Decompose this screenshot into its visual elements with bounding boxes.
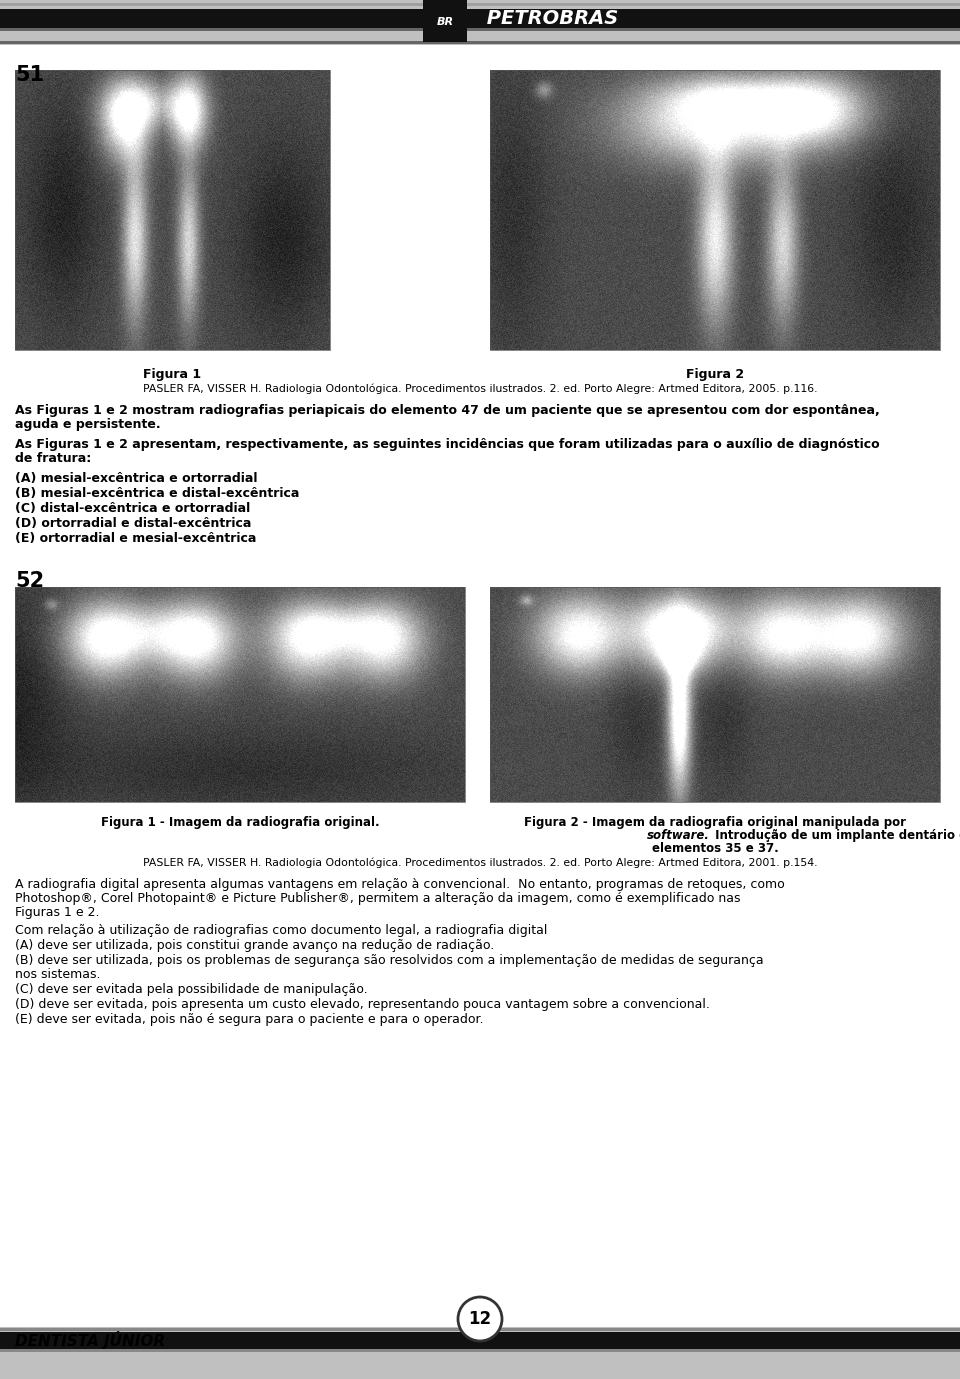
Bar [0,0,960,46]
Text: Figura 2 - Imagem da radiografia original manipulada por: Figura 2 - Imagem da radiografia origina… [524,816,906,829]
Text: PETROBRAS: PETROBRAS [480,8,618,28]
Text: Introdução de um implante dentário entre os: Introdução de um implante dentário entre… [711,829,960,843]
Text: (B) mesial-excêntrica e distal-excêntrica: (B) mesial-excêntrica e distal-excêntric… [15,487,300,501]
Text: A radiografia digital apresenta algumas vantagens em relação à convencional.  No: A radiografia digital apresenta algumas … [15,878,784,891]
Text: 51: 51 [15,65,44,85]
Text: de fratura:: de fratura: [15,452,91,465]
Text: (B) deve ser utilizada, pois os problemas de segurança são resolvidos com a impl: (B) deve ser utilizada, pois os problema… [15,954,763,967]
Text: DENTISTA JÚNIOR: DENTISTA JÚNIOR [15,1331,165,1349]
Bar [0,3,960,6]
Text: 12: 12 [468,1310,492,1328]
Text: software.: software. [647,829,710,843]
Text: BR: BR [437,17,453,28]
Bar [0,28,960,30]
Text: aguda e persistente.: aguda e persistente. [15,418,160,432]
Text: elementos 35 e 37.: elementos 35 e 37. [652,843,779,855]
Text: nos sistemas.: nos sistemas. [15,968,101,980]
Bar [490,587,940,803]
Text: (C) deve ser evitada pela possibilidade de manipulação.: (C) deve ser evitada pela possibilidade … [15,983,368,996]
Text: Com relação à utilização de radiografias como documento legal, a radiografia dig: Com relação à utilização de radiografias… [15,924,547,936]
Text: (A) deve ser utilizada, pois constitui grande avanço na redução de radiação.: (A) deve ser utilizada, pois constitui g… [15,939,494,952]
Text: PASLER FA, VISSER H. Radiologia Odontológica. Procedimentos ilustrados. 2. ed. P: PASLER FA, VISSER H. Radiologia Odontoló… [143,858,817,869]
Bar [0,1349,960,1351]
Text: Figura 1 - Imagem da radiografia original.: Figura 1 - Imagem da radiografia origina… [101,816,379,829]
Bar [15,587,465,803]
Text: (C) distal-excêntrica e ortorradial: (C) distal-excêntrica e ortorradial [15,502,251,514]
Bar [0,1327,960,1379]
Text: (D) deve ser evitada, pois apresenta um custo elevado, representando pouca vanta: (D) deve ser evitada, pois apresenta um … [15,998,709,1011]
Bar [15,70,330,350]
Bar [490,70,940,350]
Text: Figura 2: Figura 2 [686,368,744,381]
Bar [0,1332,960,1349]
Bar [423,0,467,41]
Text: As Figuras 1 e 2 apresentam, respectivamente, as seguintes incidências que foram: As Figuras 1 e 2 apresentam, respectivam… [15,439,879,451]
Text: PASLER FA, VISSER H. Radiologia Odontológica. Procedimentos ilustrados. 2. ed. P: PASLER FA, VISSER H. Radiologia Odontoló… [143,383,817,394]
Text: Photoshop®, Corel Photopaint® e Picture Publisher®, permitem a alteração da imag: Photoshop®, Corel Photopaint® e Picture … [15,892,740,905]
Text: (E) deve ser evitada, pois não é segura para o paciente e para o operador.: (E) deve ser evitada, pois não é segura … [15,1014,484,1026]
Text: 52: 52 [15,571,44,592]
Text: As Figuras 1 e 2 mostram radiografias periapicais do elemento 47 de um paciente : As Figuras 1 e 2 mostram radiografias pe… [15,404,879,416]
Text: (E) ortorradial e mesial-excêntrica: (E) ortorradial e mesial-excêntrica [15,532,256,545]
Text: Figuras 1 e 2.: Figuras 1 e 2. [15,906,100,918]
Text: Figura 1: Figura 1 [143,368,202,381]
Text: (D) ortorradial e distal-excêntrica: (D) ortorradial e distal-excêntrica [15,517,252,530]
Bar [0,41,960,44]
Bar [0,1328,960,1331]
Text: (A) mesial-excêntrica e ortorradial: (A) mesial-excêntrica e ortorradial [15,472,257,485]
Circle shape [458,1298,502,1340]
Bar [0,10,960,28]
